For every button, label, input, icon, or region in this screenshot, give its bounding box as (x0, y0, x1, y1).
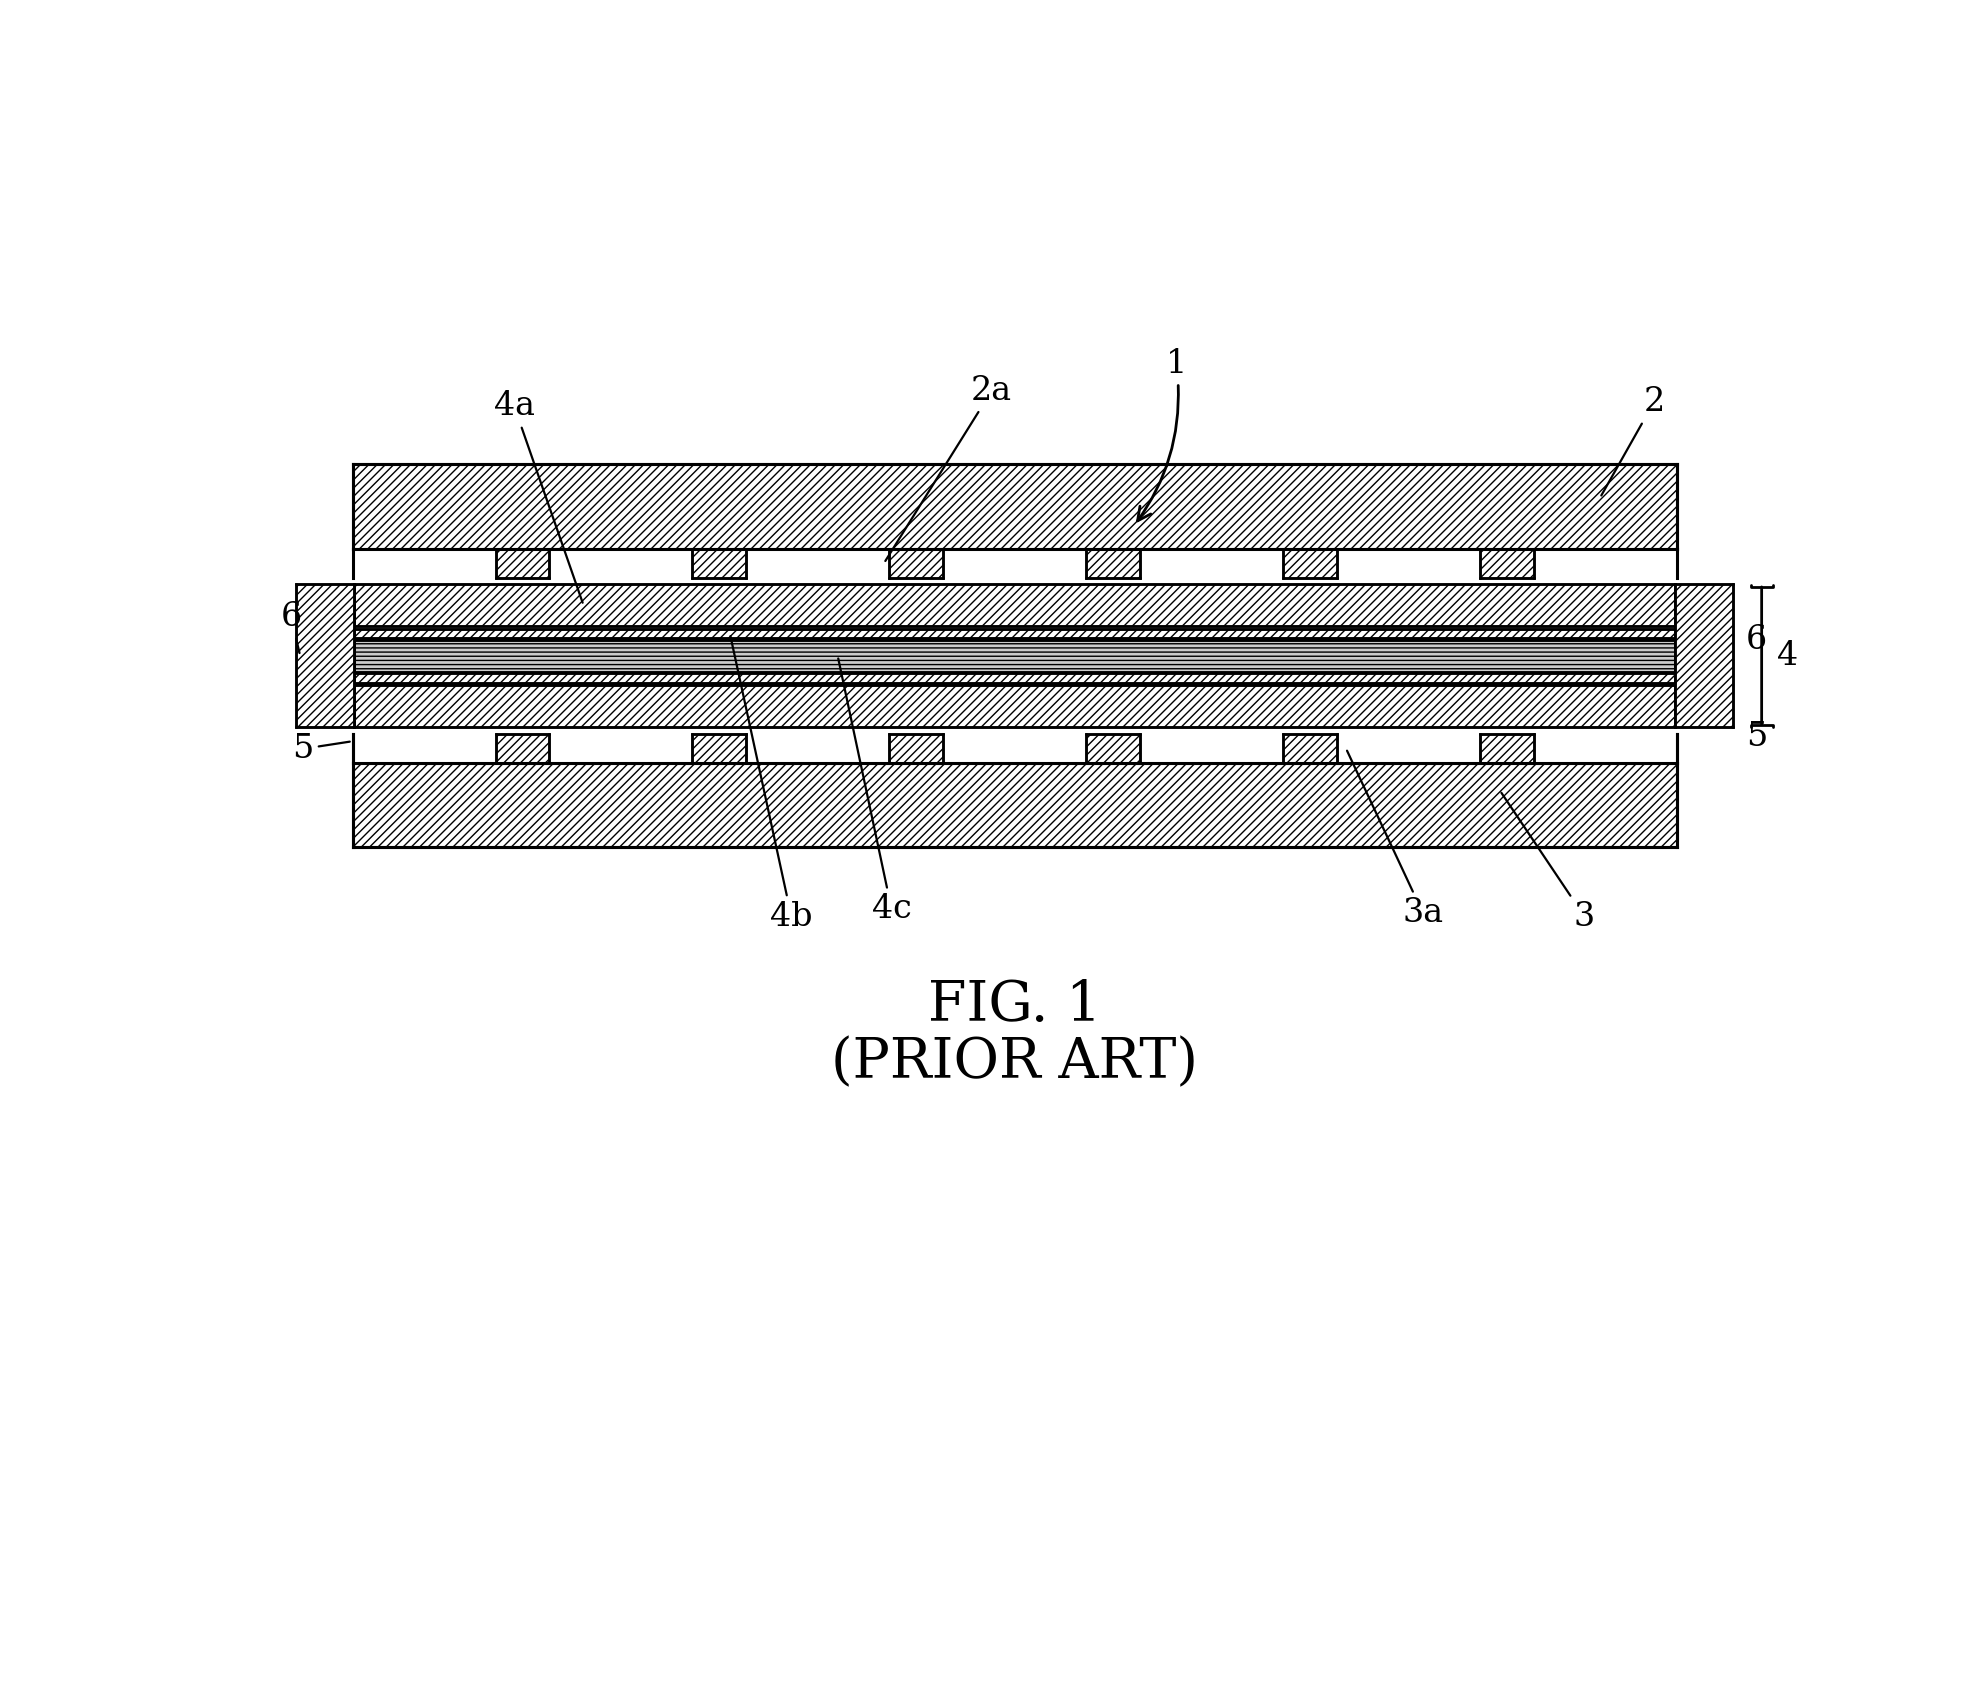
Bar (354, 674, 1675, 683)
Bar (693, 548, 746, 577)
Bar (352, 734, 495, 762)
Bar (495, 548, 548, 577)
Bar (1336, 548, 1479, 577)
Bar (548, 734, 693, 762)
Text: 5: 5 (1746, 722, 1768, 754)
Bar (1140, 548, 1283, 577)
Text: 4a: 4a (493, 391, 582, 603)
Bar (1675, 584, 1732, 727)
Text: 4b: 4b (731, 637, 812, 932)
Text: 2a: 2a (885, 375, 1012, 560)
Text: (PRIOR ART): (PRIOR ART) (832, 1036, 1198, 1090)
Bar (352, 548, 495, 577)
Bar (746, 734, 889, 762)
Bar (1283, 548, 1336, 577)
Bar (1479, 548, 1534, 577)
Text: 5: 5 (291, 734, 350, 764)
Bar (352, 464, 1677, 548)
Bar (495, 734, 548, 762)
Bar (1534, 548, 1677, 577)
Text: 4: 4 (1778, 640, 1798, 672)
Bar (1283, 734, 1336, 762)
Bar (1087, 548, 1140, 577)
Bar (1087, 734, 1140, 762)
Bar (1140, 734, 1283, 762)
Bar (354, 640, 1675, 672)
Bar (693, 734, 746, 762)
Text: FIG. 1: FIG. 1 (929, 978, 1101, 1032)
Bar (354, 628, 1675, 638)
Text: 2: 2 (1602, 387, 1665, 496)
Text: 1: 1 (1138, 348, 1188, 521)
Bar (354, 584, 1675, 627)
Bar (746, 548, 889, 577)
Bar (352, 762, 1677, 847)
Bar (1336, 734, 1479, 762)
Bar (1479, 734, 1534, 762)
Bar (942, 734, 1087, 762)
Bar (1534, 734, 1677, 762)
Text: 3a: 3a (1346, 751, 1443, 929)
Text: 6: 6 (281, 601, 301, 654)
Bar (889, 734, 942, 762)
Bar (889, 548, 942, 577)
Bar (297, 584, 354, 727)
Text: 4c: 4c (838, 659, 911, 925)
Bar (942, 548, 1087, 577)
Bar (354, 684, 1675, 727)
Text: 3: 3 (1501, 793, 1596, 932)
Text: 6: 6 (1746, 625, 1768, 657)
Bar (548, 548, 693, 577)
